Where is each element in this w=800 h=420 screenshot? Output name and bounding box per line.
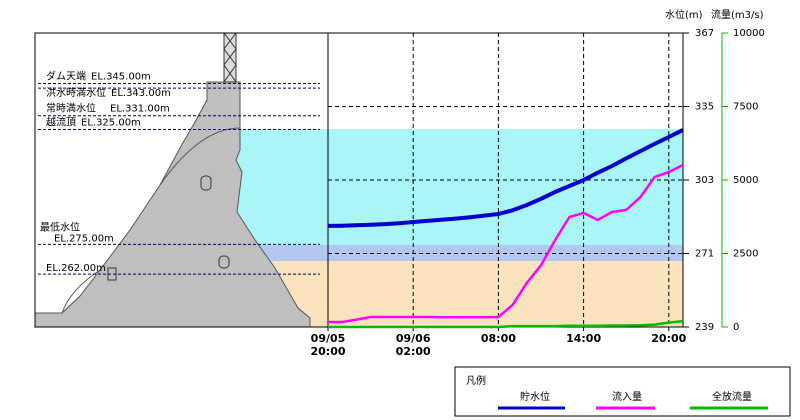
x-tick-label: 09/06 02:00 [395,332,431,358]
y2-axis-title: 流量(m3/s) [711,8,764,21]
y-axis-title: 水位(m) [665,8,703,21]
gallery [200,175,212,191]
y2-tick-label: 5000 [733,175,758,186]
y2-tick-label: 7500 [733,102,758,113]
elevation-name: 最低水位 [40,220,80,233]
series-line [328,163,684,324]
series-line [328,319,684,329]
elevation-label: EL.275.00m [54,233,114,244]
dam-toe [61,269,101,314]
series-line [327,128,684,228]
legend-title: 凡例 [466,374,486,387]
zone-active [235,129,683,245]
y-tick-label: 367 [695,28,714,39]
legend-label: 全放流量 [712,390,752,403]
y2-tick-label: 0 [733,322,739,333]
elevation-name: ダム天端 [46,70,86,83]
elevation-name: 常時満水位 [46,102,96,115]
elevation-label: EL.343.00m [111,88,171,99]
zone-sediment [245,261,683,327]
elevation-name: 洪水時満水位 [46,86,106,99]
legend-label: 貯水位 [520,390,550,403]
elevation-label: EL.262.00m [46,263,106,274]
dam-curve [159,127,241,186]
legend-label: 流入量 [612,390,642,403]
elevation-label: EL.345.00m [91,72,151,83]
x-tick-label: 08:00 [480,332,516,345]
x-tick-label: 14:00 [566,332,602,345]
y-tick-label: 303 [695,175,714,186]
y-tick-label: 239 [695,322,714,333]
elevation-label: EL.331.00m [110,104,170,115]
y-tick-label: 335 [695,102,714,113]
x-tick-label: 09/05 20:00 [310,332,346,358]
tower-lattice [223,32,237,83]
elevation-name: 越流頂 [46,115,76,128]
y2-tick-label: 10000 [733,28,765,39]
zone-dead [235,245,683,261]
x-tick-label: 20:00 [651,332,687,345]
y2-tick-label: 2500 [733,249,758,260]
elevation-label: EL.325.00m [81,117,141,128]
gallery [218,255,230,269]
y-tick-label: 271 [695,249,714,260]
